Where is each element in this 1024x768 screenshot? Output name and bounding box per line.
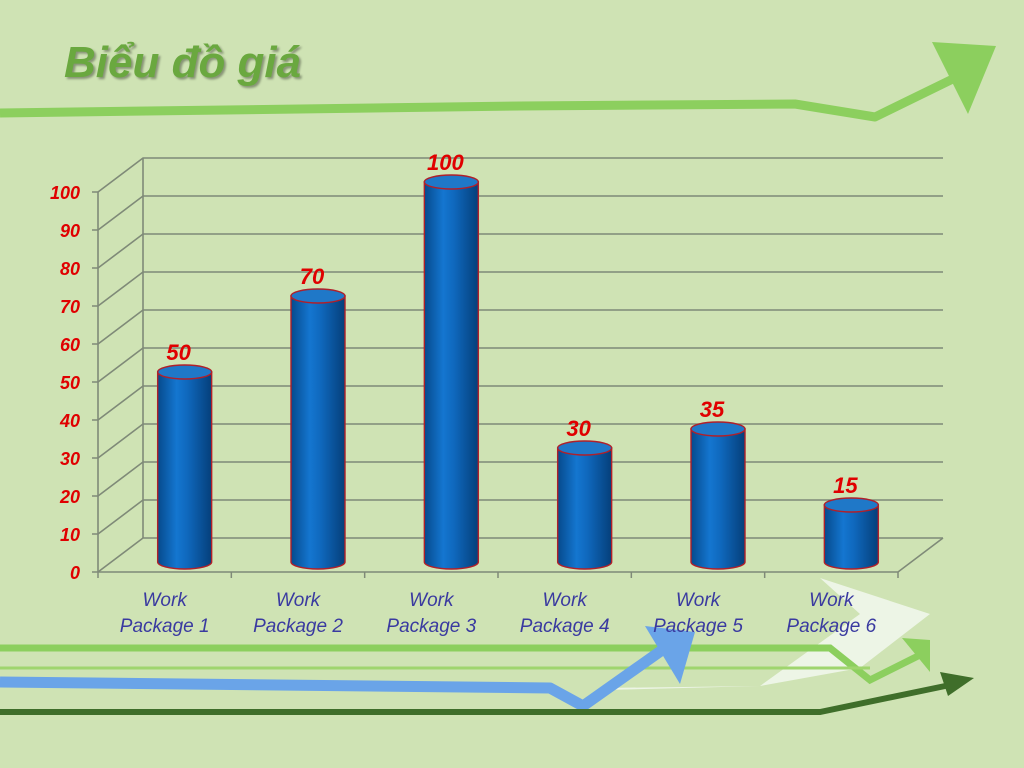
x-tick-label: Work Package 6 (786, 590, 876, 637)
gridline (97, 423, 943, 459)
slide-title: Biểu đồ giá (64, 38, 302, 87)
gridlines (97, 157, 944, 573)
bar-top (556, 440, 613, 456)
gridline (97, 233, 943, 269)
x-tick-label: Work Package 3 (386, 590, 476, 637)
data-label: 50 (166, 340, 191, 365)
bar-group: 30 (556, 416, 613, 570)
bottom-green-line (0, 644, 922, 685)
bar-top (690, 421, 746, 437)
bars: 50 70 100 30 35 15 (156, 150, 880, 570)
data-label: 35 (700, 397, 725, 422)
y-tick-label: 40 (59, 411, 80, 431)
top-arrow-head (932, 42, 996, 114)
y-tick-label: 30 (60, 449, 80, 469)
bar-group: 100 (423, 150, 480, 570)
dark-green-arrow-line (0, 682, 951, 715)
bar (690, 428, 746, 570)
blue-arrow-line (0, 643, 669, 712)
bar-group: 70 (290, 264, 346, 570)
x-tick-label: Work Package 2 (253, 590, 343, 637)
y-tick-label: 0 (70, 563, 80, 583)
bar-top (423, 174, 480, 190)
gridline (97, 195, 943, 231)
x-tick-label: Work Package 5 (653, 590, 743, 637)
data-label: 15 (833, 473, 858, 498)
y-tick-label: 50 (60, 373, 80, 393)
y-tick-label: 60 (60, 335, 80, 355)
bar-group: 35 (690, 397, 746, 570)
x-tick-label: Work Package 1 (120, 590, 210, 637)
gridline (97, 385, 943, 421)
dark-green-arrow-head (940, 672, 974, 696)
bottom-green-arrow-head (902, 638, 930, 672)
gridline (97, 309, 943, 345)
bar (290, 295, 346, 570)
gridline (97, 347, 943, 383)
bar (423, 181, 480, 570)
bar (823, 504, 880, 570)
bar-top (290, 288, 346, 304)
y-tick-label: 80 (60, 259, 80, 279)
gridline (97, 461, 943, 497)
y-tick-label: 90 (60, 221, 80, 241)
blue-arrow-head (645, 626, 695, 684)
gridline (97, 157, 943, 193)
top-arrow-line (0, 68, 967, 122)
bar-top (823, 497, 880, 513)
x-tick-label: Work Package 4 (520, 590, 610, 637)
bar (556, 447, 613, 570)
bar-top (156, 364, 213, 380)
data-label: 100 (427, 150, 464, 175)
bar (156, 371, 213, 570)
floor-edge (98, 537, 944, 573)
y-tick-label: 10 (60, 525, 80, 545)
data-label: 30 (566, 416, 591, 441)
y-tick-label: 100 (50, 183, 80, 203)
gridline (97, 499, 943, 535)
y-tick-label: 20 (59, 487, 80, 507)
bar-group: 50 (156, 340, 213, 570)
data-label: 70 (300, 264, 325, 289)
gridline (97, 537, 943, 573)
y-tick-label: 70 (60, 297, 80, 317)
gridline (97, 271, 943, 307)
bar-group: 15 (823, 473, 880, 570)
